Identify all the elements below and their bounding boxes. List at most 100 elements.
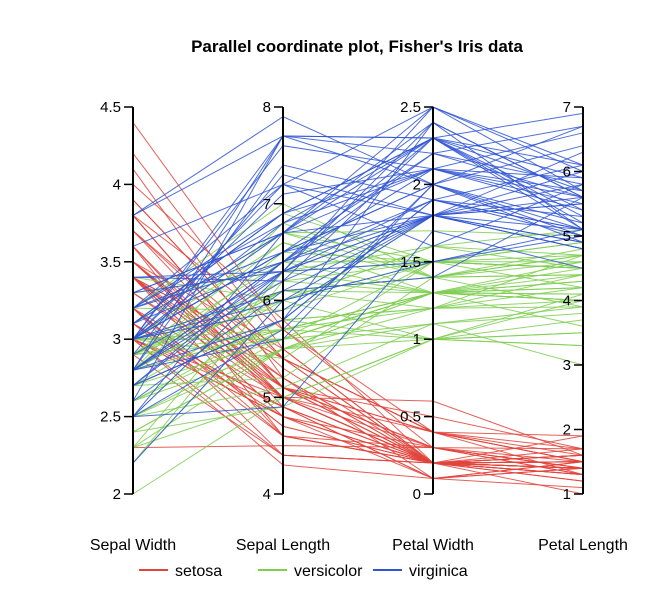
series-line-virginica-46 bbox=[132, 137, 584, 340]
axis-3: 0 0.5 1 1.5 2 2.5 Petal Width bbox=[392, 99, 474, 554]
series-line-setosa-44 bbox=[132, 261, 584, 456]
series-line-virginica-12 bbox=[132, 199, 584, 386]
series-line-versicolor-35 bbox=[132, 261, 584, 360]
series-line-virginica-20 bbox=[132, 235, 584, 464]
legend-label: virginica bbox=[409, 563, 468, 580]
tick-label: 5 bbox=[563, 228, 571, 245]
series-line-virginica-18 bbox=[132, 125, 584, 216]
series-line-versicolor-27 bbox=[132, 222, 584, 371]
legend-item-virginica: virginica bbox=[373, 563, 468, 580]
series-line-virginica-1 bbox=[132, 106, 584, 294]
series-line-virginica-31 bbox=[132, 164, 584, 371]
series-line-virginica-41 bbox=[132, 121, 584, 325]
series-line-versicolor-36 bbox=[132, 245, 584, 302]
tick-label: 8 bbox=[263, 99, 271, 116]
series-line-virginica-7 bbox=[132, 230, 584, 418]
series-line-virginica-30 bbox=[132, 183, 584, 340]
series-line-setosa-19 bbox=[132, 215, 584, 450]
series-line-versicolor-20 bbox=[132, 306, 584, 418]
series-line-versicolor-44 bbox=[132, 338, 584, 449]
series-line-virginica-47 bbox=[132, 199, 584, 417]
series-line-virginica-35 bbox=[132, 196, 584, 402]
series-line-virginica-43 bbox=[132, 199, 584, 387]
legend: setosa versicolor virginica bbox=[139, 563, 468, 580]
legend-item-setosa: setosa bbox=[139, 563, 222, 580]
tick-label: 7 bbox=[263, 196, 271, 213]
series-line-versicolor-9 bbox=[132, 241, 584, 356]
series-line-versicolor-48 bbox=[132, 280, 584, 356]
series-line-virginica-32 bbox=[132, 116, 584, 216]
series-line-virginica-28 bbox=[132, 214, 584, 340]
tick-label: 1.5 bbox=[400, 254, 421, 271]
series-line-virginica-23 bbox=[132, 125, 584, 371]
tick-label: 3 bbox=[563, 357, 571, 374]
tick-label: 2 bbox=[413, 176, 421, 193]
tick-label: 3.5 bbox=[100, 254, 121, 271]
tick-label: 1 bbox=[413, 331, 421, 348]
series-line-setosa-33 bbox=[132, 168, 584, 480]
tick-label: 5 bbox=[263, 389, 271, 406]
series-line-virginica-6 bbox=[132, 132, 584, 340]
series-line-virginica-26 bbox=[132, 171, 584, 309]
series-line-versicolor-30 bbox=[132, 328, 584, 402]
series-line-virginica-33 bbox=[132, 152, 584, 371]
series-line-virginica-10 bbox=[132, 106, 584, 247]
tick-label: 0.5 bbox=[400, 409, 421, 426]
series-line-versicolor-50 bbox=[132, 292, 584, 371]
axis-4: 1 2 3 4 5 6 7 Petal Length bbox=[538, 99, 628, 554]
series-line-versicolor-24 bbox=[132, 254, 584, 371]
series-line-virginica-50 bbox=[132, 214, 584, 340]
series-line-setosa-42 bbox=[132, 445, 584, 476]
tick-label: 4 bbox=[263, 486, 271, 503]
series-versicolor bbox=[132, 203, 584, 495]
tick-label: 3 bbox=[113, 331, 121, 348]
series-line-setosa-15 bbox=[132, 184, 584, 482]
chart-title: Parallel coordinate plot, Fisher's Iris … bbox=[191, 37, 523, 56]
series-line-setosa-9 bbox=[132, 354, 584, 469]
axis-label: Sepal Width bbox=[90, 537, 176, 554]
series-line-virginica-44 bbox=[132, 137, 584, 309]
series-line-versicolor-43 bbox=[132, 300, 584, 402]
series-line-setosa-47 bbox=[132, 215, 584, 464]
legend-label: setosa bbox=[175, 563, 222, 580]
series-line-setosa-27 bbox=[132, 276, 584, 456]
tick-label: 2.5 bbox=[400, 99, 421, 116]
series-line-virginica-14 bbox=[132, 183, 584, 418]
tick-label: 2 bbox=[113, 486, 121, 503]
tick-label: 6 bbox=[263, 293, 271, 310]
axis-label: Sepal Length bbox=[236, 537, 330, 554]
tick-label: 6 bbox=[563, 164, 571, 181]
series-line-versicolor-32 bbox=[132, 319, 584, 433]
series-line-setosa-38 bbox=[132, 245, 584, 480]
series-line-virginica-36 bbox=[132, 135, 584, 340]
tick-label: 2.5 bbox=[100, 409, 121, 426]
tick-label: 0 bbox=[413, 486, 421, 503]
tick-label: 4 bbox=[113, 176, 121, 193]
series-line-virginica-39 bbox=[132, 214, 584, 340]
series-line-versicolor-49 bbox=[132, 323, 584, 418]
tick-label: 1 bbox=[563, 486, 571, 503]
series-line-virginica-42 bbox=[132, 137, 584, 325]
series-line-setosa-24 bbox=[132, 292, 584, 450]
axis-2: 4 5 6 7 8 Sepal Length bbox=[236, 99, 330, 554]
tick-label: 4 bbox=[563, 293, 571, 310]
series-line-versicolor-41 bbox=[132, 274, 584, 402]
series-line-virginica-13 bbox=[132, 168, 584, 340]
axes: 2 2.5 3 3.5 4 4.5 Sepal Width 4 5 6 7 8 Sepal Length… bbox=[90, 99, 628, 554]
axis-1: 2 2.5 3 3.5 4 4.5 Sepal Width bbox=[90, 99, 176, 554]
tick-label: 2 bbox=[563, 422, 571, 439]
axis-label: Petal Width bbox=[392, 537, 474, 554]
series-virginica bbox=[132, 106, 584, 464]
series-line-versicolor-15 bbox=[132, 292, 584, 356]
series-line-virginica-48 bbox=[132, 183, 584, 340]
series-line-virginica-34 bbox=[132, 229, 584, 371]
series-line-virginica-38 bbox=[132, 203, 584, 325]
legend-item-versicolor: versicolor bbox=[258, 563, 363, 580]
series-line-setosa-49 bbox=[132, 230, 584, 464]
series-line-virginica-22 bbox=[132, 183, 584, 371]
series-line-setosa-39 bbox=[132, 338, 584, 476]
tick-label: 7 bbox=[563, 99, 571, 116]
series-line-virginica-45 bbox=[132, 106, 584, 294]
series-line-versicolor-40 bbox=[132, 292, 584, 418]
